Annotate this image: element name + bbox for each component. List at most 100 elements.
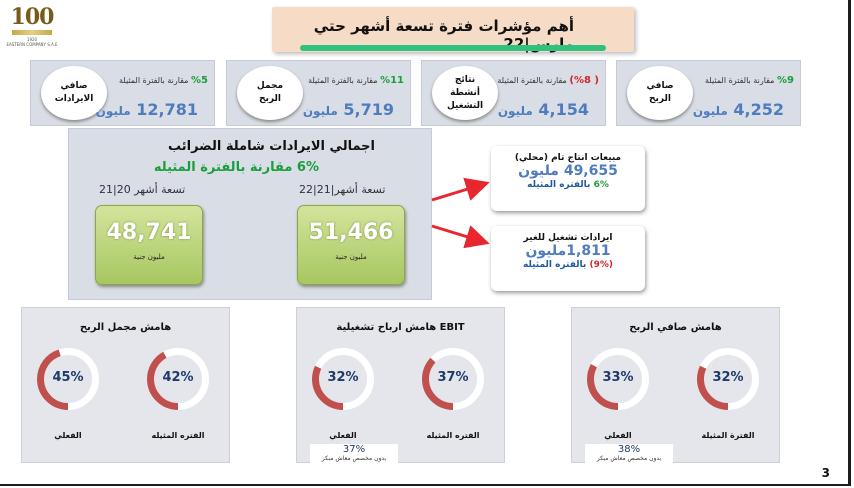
kpi-pct: %11	[380, 75, 404, 86]
arrow-up-icon	[431, 177, 490, 202]
arrow-down-icon	[431, 224, 490, 249]
kpi-pct: %9	[777, 75, 794, 86]
panel-title: EBIT هامش ارباح تشغيلية	[336, 322, 465, 333]
kpi-value-number: 5,719	[343, 100, 394, 119]
kpi-value: 5,719 مليون	[303, 100, 394, 119]
kpi-unit: مليون	[302, 104, 338, 118]
donut-ring	[37, 348, 99, 410]
adjusted-margin-note: 37% بدون مخصص معاش مبكر	[310, 444, 398, 468]
ring-actual-label: الفعلي	[329, 431, 357, 440]
panel-title: هامش صافي الربح	[629, 322, 722, 333]
ring-actual-pct: 45%	[52, 370, 84, 385]
gross-margin-panel: هامش مجمل الربح 45% الفعلي 42% الفتره ال…	[21, 307, 230, 463]
donut-ring	[697, 348, 759, 410]
kpi-label-oval: نتائج أنشطة التشغيل	[432, 66, 498, 120]
kpi-card-gross-profit: مجمل الربح %11 مقارنة بالفترة المثيلة 5,…	[226, 60, 411, 126]
kpi-comparison: %5 مقارنة بالفترة المثيلة	[119, 75, 208, 86]
revenue-current-value: 51,466	[308, 220, 394, 245]
ring-arc	[147, 348, 209, 410]
kpi-card-operating-results: نتائج أنشطة التشغيل ( %8) مقارنة بالفترة…	[421, 60, 606, 126]
kpi-unit: مليون	[497, 104, 533, 118]
kpi-comparison-text: مقارنة بالفترة المثيلة	[308, 76, 378, 85]
ring-arc	[422, 348, 484, 410]
net-margin-panel: هامش صافي الربح 33% الفعلي 32% الفترة ال…	[571, 307, 780, 468]
page-number: 3	[821, 466, 830, 480]
kpi-value-number: 4,154	[538, 100, 589, 119]
logo-company: EASTERN COMPANY S.A.E	[6, 42, 58, 47]
panel-title: هامش مجمل الربح	[79, 322, 172, 333]
kpi-comparison: %11 مقارنة بالفترة المثيلة	[308, 75, 404, 86]
kpi-label: مجمل الربح	[256, 81, 284, 104]
side-box-comparison: 6% بالفتره المثيله	[491, 180, 645, 190]
side-box-pct-label: بالفتره المثيله	[527, 180, 591, 190]
ring-prior-pct: 42%	[162, 370, 194, 385]
kpi-label-oval: مجمل الربح	[237, 66, 303, 120]
third-party-revenue-box: ايرادات تشغيل للغير 1,811مليون (9%) بالف…	[491, 226, 645, 291]
ring-actual: 32% الفعلي	[312, 348, 374, 440]
side-box-title: ايرادات تشغيل للغير	[523, 233, 613, 243]
ring-actual-pct: 33%	[602, 370, 634, 385]
revenue-prior-unit: مليون جنية	[133, 253, 165, 261]
kpi-comparison: %9 مقارنة بالفترة المثيلة	[705, 75, 794, 86]
kpi-pct: ( %8)	[569, 75, 599, 86]
local-sales-box: مبيعات انتاج تام (محلي) 49,655 مليون 6% …	[491, 146, 645, 211]
kpi-label: صافي الايرادات	[54, 81, 94, 104]
kpi-value: 12,781 مليون	[96, 100, 198, 119]
side-box-pct-label: بالفتره المثيله	[523, 260, 587, 270]
donut-ring	[587, 348, 649, 410]
kpi-unit: مليون	[692, 104, 728, 118]
title-banner: أهم مؤشرات فترة تسعة أشهر حتي مارس|22	[272, 7, 634, 53]
ring-arc	[587, 348, 649, 410]
revenue-prior-value: 48,741	[106, 220, 192, 245]
period-prior-label: تسعة أشهر 20|21	[99, 183, 186, 196]
donut-ring	[147, 348, 209, 410]
ring-prior-label: الفترة المثيلة	[701, 431, 755, 440]
kpi-pct: %5	[191, 75, 208, 86]
ring-prior: 37% الفتره المثيله	[422, 348, 484, 440]
kpi-comparison-text: مقارنة بالفترة المثيلة	[119, 76, 189, 85]
note-pct: 37%	[342, 444, 366, 455]
ring-actual: 45% الفعلي	[37, 348, 99, 440]
kpi-value-number: 12,781	[136, 100, 198, 119]
note-text: بدون مخصص معاش مبكر	[596, 455, 662, 462]
kpi-card-net-profit: صافي الربح %9 مقارنة بالفترة المثيلة 4,2…	[616, 60, 801, 126]
kpi-value: 4,154 مليون	[498, 100, 589, 119]
kpi-value: 4,252 مليون	[693, 100, 784, 119]
donut-ring	[312, 348, 374, 410]
revenue-current-unit: مليون جنية	[335, 253, 367, 261]
donut-ring	[422, 348, 484, 410]
ring-prior: 42% الفتره المثيله	[147, 348, 209, 440]
side-box-comparison: (9%) بالفتره المثيله	[491, 260, 645, 270]
ring-actual: 33% الفعلي	[587, 348, 649, 440]
revenue-current-box: 51,466 مليون جنية	[297, 205, 405, 285]
side-box-pct: (9%)	[589, 260, 613, 270]
kpi-label: صافي الربح	[646, 81, 674, 104]
total-revenue-panel: اجمالي الايرادات شاملة الضرائب 6% مقارنة…	[68, 128, 432, 300]
note-pct: 38%	[617, 444, 641, 455]
kpi-card-net-revenue: صافي الايرادات %5 مقارنة بالفترة المثيلة…	[30, 60, 215, 126]
kpi-unit: مليون	[95, 104, 131, 118]
side-box-value: 1,811مليون	[525, 243, 611, 259]
ring-arc	[697, 348, 759, 410]
side-box-value: 49,655 مليون	[518, 163, 618, 179]
revenue-comparison: 6% مقارنة بالفترة المثيله	[153, 160, 319, 175]
side-box-pct: 6%	[593, 180, 609, 190]
ring-actual-pct: 32%	[327, 370, 359, 385]
logo-bar	[12, 30, 52, 35]
period-current-label: تسعة أشهر|21|22	[299, 183, 386, 196]
company-logo: 100 1920 EASTERN COMPANY S.A.E	[4, 6, 60, 58]
note-text: بدون مخصص معاش مبكر	[321, 455, 387, 462]
adjusted-margin-note: 38% بدون مخصص معاش مبكر	[585, 444, 673, 468]
ring-arc	[312, 348, 374, 410]
ring-actual-label: الفعلي	[54, 431, 82, 440]
ring-prior-label: الفتره المثيله	[151, 431, 205, 440]
ring-actual-label: الفعلي	[604, 431, 632, 440]
kpi-label-oval: صافي الربح	[627, 66, 693, 120]
revenue-heading: اجمالي الايرادات شاملة الضرائب	[167, 139, 375, 154]
ring-prior-label: الفتره المثيله	[426, 431, 480, 440]
kpi-label: نتائج أنشطة التشغيل	[446, 74, 484, 111]
arrow-icons	[431, 177, 490, 249]
side-box-title: مبيعات انتاج تام (محلي)	[514, 153, 622, 163]
kpi-comparison-text: مقارنة بالفترة المثيلة	[497, 76, 567, 85]
